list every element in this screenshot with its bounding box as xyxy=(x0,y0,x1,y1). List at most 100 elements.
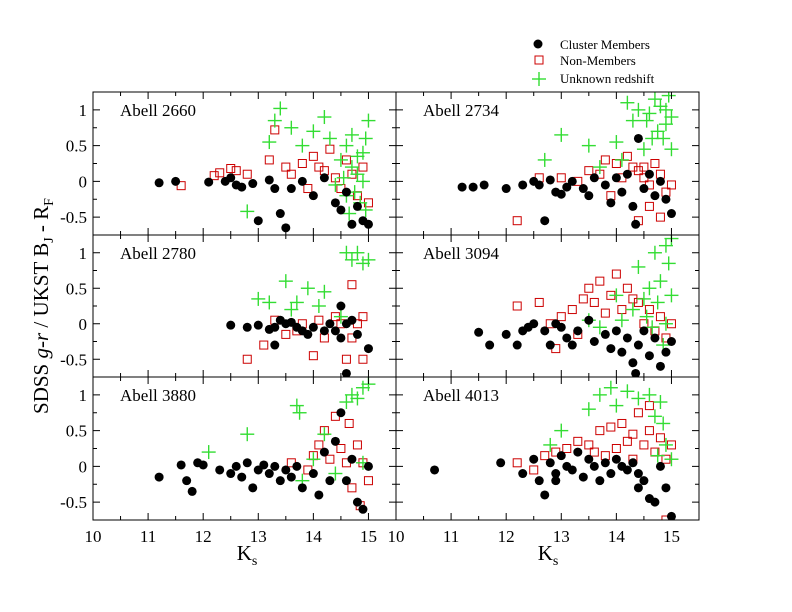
cluster-member-point xyxy=(562,333,572,343)
unknown-redshift-point xyxy=(537,152,552,167)
y-tick-label: -0.5 xyxy=(60,350,87,369)
y-tick-label: 1 xyxy=(79,244,88,263)
unknown-redshift-point xyxy=(656,416,671,431)
cluster-member-point xyxy=(308,469,318,479)
cluster-member-point xyxy=(347,454,357,464)
non-member-point xyxy=(573,436,583,446)
unknown-redshift-point xyxy=(625,302,640,317)
x-tick-label: 10 xyxy=(85,527,102,546)
cluster-member-point xyxy=(259,460,269,470)
cluster-member-point xyxy=(556,322,566,332)
cluster-member-point xyxy=(518,469,528,479)
panel-points xyxy=(154,377,376,514)
y-tick-label: 0.5 xyxy=(66,279,87,298)
non-member-point xyxy=(242,169,252,179)
legend-label-members: Cluster Members xyxy=(560,37,650,52)
cluster-member-point xyxy=(661,347,671,357)
unknown-redshift-point xyxy=(603,380,618,395)
non-member-point xyxy=(589,297,599,307)
unknown-redshift-point xyxy=(658,102,673,117)
cluster-member-point xyxy=(171,176,181,186)
cluster-member-point xyxy=(631,368,641,377)
unknown-redshift-point xyxy=(620,95,635,110)
cluster-member-point xyxy=(264,175,274,185)
cluster-member-point xyxy=(567,465,577,475)
unknown-redshift-point xyxy=(642,281,657,296)
unknown-redshift-point xyxy=(658,117,673,132)
cluster-member-point xyxy=(479,180,489,190)
cluster-member-point xyxy=(540,216,550,226)
non-member-point xyxy=(226,164,236,174)
unknown-redshift-point xyxy=(581,138,596,153)
cluster-member-point xyxy=(237,472,247,482)
non-member-point xyxy=(314,315,324,325)
cluster-member-point xyxy=(308,322,318,332)
unknown-redshift-point xyxy=(609,288,624,303)
unknown-redshift-point xyxy=(639,113,654,128)
non-member-point xyxy=(611,159,621,168)
unknown-redshift-point xyxy=(647,409,662,424)
panel-abell-3094: Abell 3094 xyxy=(395,234,700,378)
cluster-member-point xyxy=(215,465,225,475)
cluster-member-point xyxy=(600,180,610,190)
cluster-member-point xyxy=(347,315,357,325)
unknown-redshift-point xyxy=(355,256,370,271)
non-member-point xyxy=(556,173,566,183)
legend-marker-non-members xyxy=(534,55,544,65)
unknown-redshift-point xyxy=(355,380,370,395)
unknown-redshift-point xyxy=(650,295,665,310)
unknown-redshift-point xyxy=(636,142,651,157)
cluster-member-point xyxy=(286,472,296,482)
cluster-member-point xyxy=(639,184,649,194)
panel-title: Abell 2660 xyxy=(120,101,196,120)
panel-points xyxy=(457,92,679,229)
non-member-point xyxy=(281,329,291,339)
cluster-member-point xyxy=(457,182,467,192)
cluster-member-point xyxy=(628,458,638,468)
cluster-member-point xyxy=(545,458,555,468)
non-member-point xyxy=(512,216,522,226)
cluster-member-point xyxy=(529,319,539,329)
cluster-member-point xyxy=(325,319,335,329)
cluster-member-point xyxy=(545,175,555,185)
cluster-member-point xyxy=(474,327,484,337)
cluster-member-point xyxy=(611,326,621,336)
non-member-point xyxy=(540,451,550,461)
cluster-member-point xyxy=(661,194,671,204)
x-axis-title-right: Ks xyxy=(538,541,559,569)
non-member-point xyxy=(281,162,291,172)
unknown-redshift-point xyxy=(631,391,646,406)
non-member-point xyxy=(600,155,610,165)
non-member-point xyxy=(358,312,368,322)
unknown-redshift-point xyxy=(333,309,348,324)
unknown-redshift-point xyxy=(350,167,365,182)
x-tick-label: 14 xyxy=(608,527,626,546)
cluster-member-point xyxy=(606,469,616,479)
unknown-redshift-point xyxy=(653,274,668,289)
non-member-point xyxy=(308,351,318,361)
cluster-member-point xyxy=(600,458,610,468)
non-member-point xyxy=(661,515,671,520)
cluster-member-point xyxy=(336,333,346,343)
non-member-point xyxy=(358,162,368,172)
non-member-point xyxy=(617,305,627,315)
cluster-member-point xyxy=(545,340,555,350)
unknown-redshift-point xyxy=(554,127,569,142)
unknown-redshift-point xyxy=(639,309,654,324)
non-member-point xyxy=(215,168,225,178)
non-member-point xyxy=(622,283,632,293)
unknown-redshift-point xyxy=(328,177,343,192)
non-member-point xyxy=(325,144,335,154)
unknown-redshift-point xyxy=(661,256,676,271)
y-tick-label: 0 xyxy=(79,172,88,191)
unknown-redshift-point xyxy=(292,405,307,420)
cluster-member-point xyxy=(292,461,302,471)
unknown-redshift-point xyxy=(592,160,607,175)
cluster-member-point xyxy=(655,461,665,471)
cluster-member-point xyxy=(562,182,572,192)
unknown-redshift-point xyxy=(339,245,354,260)
non-member-point xyxy=(584,166,594,176)
cluster-member-point xyxy=(330,436,340,446)
y-axis-title: SDSS g-r / UKST BJ - RF xyxy=(29,198,57,414)
